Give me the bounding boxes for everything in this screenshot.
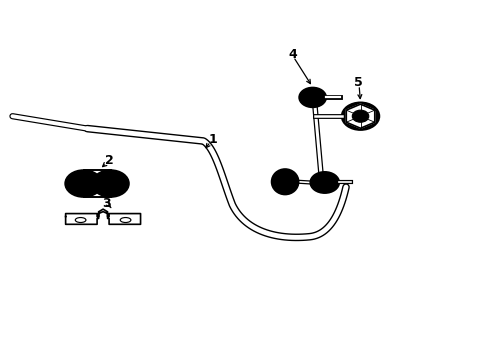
Circle shape: [279, 177, 290, 186]
Circle shape: [306, 93, 318, 102]
Circle shape: [341, 102, 379, 130]
Polygon shape: [65, 209, 140, 224]
Circle shape: [318, 178, 330, 187]
Text: 5: 5: [353, 76, 362, 89]
Text: 2: 2: [104, 154, 113, 167]
Circle shape: [76, 178, 91, 189]
Circle shape: [299, 87, 325, 107]
Circle shape: [92, 170, 129, 197]
Text: 4: 4: [288, 48, 297, 61]
Circle shape: [309, 172, 339, 193]
Bar: [83, 170, 110, 197]
Text: 3: 3: [102, 197, 111, 210]
Ellipse shape: [271, 169, 298, 194]
Circle shape: [102, 178, 118, 189]
Circle shape: [65, 170, 102, 197]
Circle shape: [351, 110, 368, 122]
Polygon shape: [346, 104, 374, 128]
Text: 1: 1: [208, 133, 217, 146]
